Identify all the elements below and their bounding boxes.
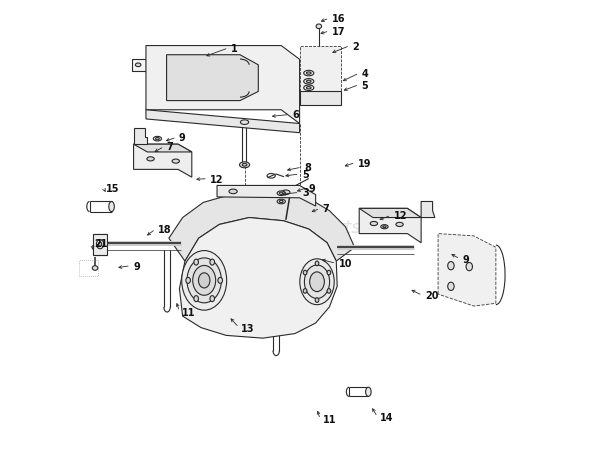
Polygon shape — [132, 60, 146, 72]
Ellipse shape — [277, 200, 286, 204]
Ellipse shape — [383, 226, 386, 228]
Ellipse shape — [210, 259, 215, 265]
Ellipse shape — [381, 225, 388, 230]
Text: 21: 21 — [94, 238, 108, 248]
Text: 9: 9 — [463, 254, 469, 264]
Polygon shape — [179, 218, 337, 338]
Polygon shape — [359, 209, 421, 243]
Ellipse shape — [99, 242, 101, 246]
Ellipse shape — [172, 160, 179, 164]
Ellipse shape — [303, 271, 307, 275]
Ellipse shape — [280, 193, 283, 195]
Ellipse shape — [194, 259, 198, 265]
Ellipse shape — [229, 190, 237, 194]
Ellipse shape — [327, 271, 331, 275]
Ellipse shape — [304, 86, 314, 91]
Ellipse shape — [304, 71, 314, 77]
Ellipse shape — [327, 289, 331, 294]
Text: 1: 1 — [231, 44, 238, 54]
Text: 4: 4 — [362, 69, 368, 79]
Ellipse shape — [96, 240, 104, 249]
Text: 2: 2 — [352, 41, 359, 51]
Ellipse shape — [218, 278, 222, 284]
Text: 19: 19 — [358, 158, 371, 168]
Text: 7: 7 — [166, 142, 173, 152]
Polygon shape — [133, 145, 192, 178]
Ellipse shape — [135, 64, 141, 67]
Ellipse shape — [92, 266, 98, 271]
Text: 15: 15 — [106, 183, 119, 193]
Polygon shape — [217, 186, 316, 207]
Polygon shape — [421, 202, 435, 218]
Ellipse shape — [315, 262, 319, 266]
Polygon shape — [300, 92, 341, 106]
Ellipse shape — [182, 251, 227, 310]
Ellipse shape — [193, 266, 216, 296]
Polygon shape — [300, 46, 341, 92]
Ellipse shape — [194, 296, 198, 302]
Polygon shape — [166, 56, 258, 101]
Polygon shape — [133, 129, 148, 145]
Ellipse shape — [186, 278, 191, 284]
Ellipse shape — [466, 263, 473, 271]
Text: 11: 11 — [323, 414, 336, 425]
Text: 12: 12 — [394, 211, 407, 221]
Ellipse shape — [153, 137, 162, 142]
Ellipse shape — [303, 289, 307, 294]
Text: 3: 3 — [302, 188, 309, 198]
Text: 6: 6 — [293, 110, 300, 120]
Text: 7: 7 — [323, 204, 329, 214]
Ellipse shape — [156, 138, 159, 140]
Text: 5: 5 — [362, 80, 368, 90]
Ellipse shape — [448, 283, 454, 291]
Polygon shape — [169, 192, 355, 262]
Polygon shape — [359, 209, 421, 218]
Ellipse shape — [396, 223, 403, 227]
Text: 14: 14 — [380, 412, 394, 422]
Ellipse shape — [448, 262, 454, 270]
Polygon shape — [133, 145, 192, 153]
Text: 5: 5 — [302, 169, 309, 179]
Ellipse shape — [277, 191, 286, 196]
Polygon shape — [438, 234, 496, 306]
Ellipse shape — [198, 273, 210, 288]
Ellipse shape — [306, 73, 311, 75]
Ellipse shape — [315, 298, 319, 303]
Ellipse shape — [310, 272, 324, 292]
Polygon shape — [146, 111, 300, 134]
Ellipse shape — [147, 157, 154, 162]
Ellipse shape — [304, 265, 330, 299]
Ellipse shape — [300, 259, 334, 305]
Text: 16: 16 — [332, 14, 345, 24]
Ellipse shape — [304, 79, 314, 85]
Ellipse shape — [242, 164, 247, 167]
Polygon shape — [93, 234, 107, 255]
Ellipse shape — [241, 121, 248, 125]
Text: 20: 20 — [425, 291, 438, 301]
Ellipse shape — [240, 162, 250, 168]
Text: 9: 9 — [179, 133, 186, 143]
Text: 9: 9 — [133, 261, 140, 271]
Text: 10: 10 — [339, 259, 352, 269]
Text: 13: 13 — [241, 323, 255, 333]
Text: 8: 8 — [304, 163, 311, 173]
Ellipse shape — [187, 258, 221, 303]
Ellipse shape — [280, 201, 283, 203]
Text: 18: 18 — [158, 224, 172, 235]
Text: 12: 12 — [210, 174, 224, 184]
Ellipse shape — [306, 87, 311, 90]
Text: 9: 9 — [309, 183, 316, 193]
Text: eReplacementParts.com: eReplacementParts.com — [185, 218, 405, 236]
Polygon shape — [146, 46, 300, 124]
Ellipse shape — [370, 222, 378, 226]
Ellipse shape — [210, 296, 215, 302]
Ellipse shape — [109, 202, 114, 212]
Ellipse shape — [306, 81, 311, 83]
Ellipse shape — [316, 25, 322, 29]
Ellipse shape — [281, 190, 290, 195]
Text: 17: 17 — [332, 27, 345, 37]
Ellipse shape — [366, 387, 371, 397]
Text: 11: 11 — [182, 307, 195, 317]
